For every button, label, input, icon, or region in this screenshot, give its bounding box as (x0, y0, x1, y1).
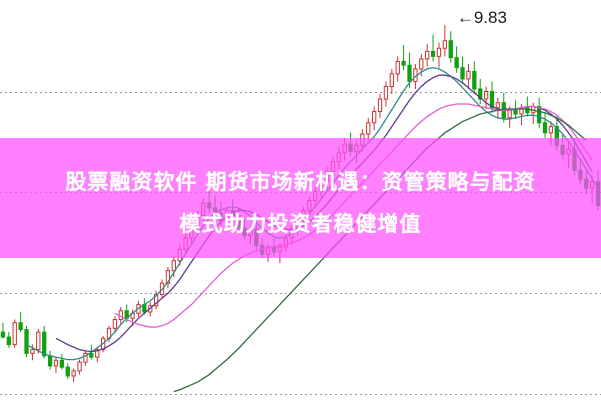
candle-body-down (448, 40, 453, 59)
candle-body-up (366, 122, 371, 135)
candle-body-down (59, 359, 65, 368)
ma-line-ma60 (173, 108, 587, 393)
candle-body-up (153, 293, 159, 307)
candle-body-down (65, 366, 70, 377)
candle-body-down (430, 50, 436, 57)
candle-body-up (395, 60, 400, 75)
candle-body-down (560, 144, 565, 155)
candle-body-up (548, 126, 554, 134)
candle-body-up (83, 352, 88, 363)
candle-body-up (425, 50, 430, 60)
candle-body-down (18, 322, 23, 331)
candle-body-up (389, 73, 394, 87)
candle-body-up (419, 58, 424, 70)
candle-body-up (342, 143, 347, 154)
candle-body-up (165, 270, 171, 284)
candle-body-up (12, 322, 17, 346)
candle-body-up (483, 90, 489, 100)
candle-body-up (566, 148, 571, 155)
candle-body-up (112, 319, 118, 329)
candle-body-up (383, 85, 389, 100)
gridlines-group (0, 92, 601, 395)
candle-body-up (36, 331, 41, 351)
candle-body-up (336, 152, 341, 163)
candle-body-down (24, 329, 29, 354)
candle-body-up (77, 361, 82, 372)
candle-body-up (71, 370, 76, 377)
price-annotation-label: ←9.83 (457, 8, 507, 28)
candle-body-up (277, 246, 283, 253)
candle-body-up (360, 133, 365, 146)
candle-body-up (377, 98, 383, 113)
candle-body-down (6, 336, 11, 346)
candle-body-down (0, 331, 6, 338)
candlesticks-group (0, 25, 601, 383)
candle-body-up (354, 144, 359, 153)
candle-body-down (454, 57, 459, 69)
candle-body-up (171, 260, 176, 272)
candle-body-up (436, 47, 442, 57)
candle-body-down (348, 143, 353, 153)
candle-body-down (513, 109, 518, 115)
candle-body-down (460, 67, 465, 80)
candle-body-up (53, 359, 59, 367)
candle-body-down (401, 60, 406, 66)
candle-body-down (407, 64, 412, 82)
promo-banner-line-2: 模式助力投资者稳健增值 (179, 212, 422, 236)
candle-body-up (507, 109, 512, 119)
promo-banner-line-1: 股票融资软件 期货市场新机遇：资管策略与配资 (65, 170, 536, 194)
arrow-left-icon: ← (456, 8, 474, 27)
candle-body-up (495, 102, 501, 109)
candle-body-down (89, 352, 94, 358)
candle-body-down (472, 70, 477, 90)
candle-body-up (30, 349, 35, 354)
candle-body-up (95, 349, 100, 358)
candle-body-down (42, 331, 47, 357)
candle-body-down (478, 88, 483, 100)
candle-body-down (489, 90, 495, 109)
candle-body-down (525, 107, 530, 114)
candle-body-up (372, 111, 377, 124)
candle-body-down (542, 122, 548, 134)
candle-body-down (47, 355, 53, 367)
candle-body-up (442, 40, 448, 49)
price-annotation-value: 9.83 (473, 8, 507, 27)
candle-body-up (466, 70, 471, 80)
candle-body-down (536, 106, 542, 124)
candle-body-up (177, 248, 182, 262)
